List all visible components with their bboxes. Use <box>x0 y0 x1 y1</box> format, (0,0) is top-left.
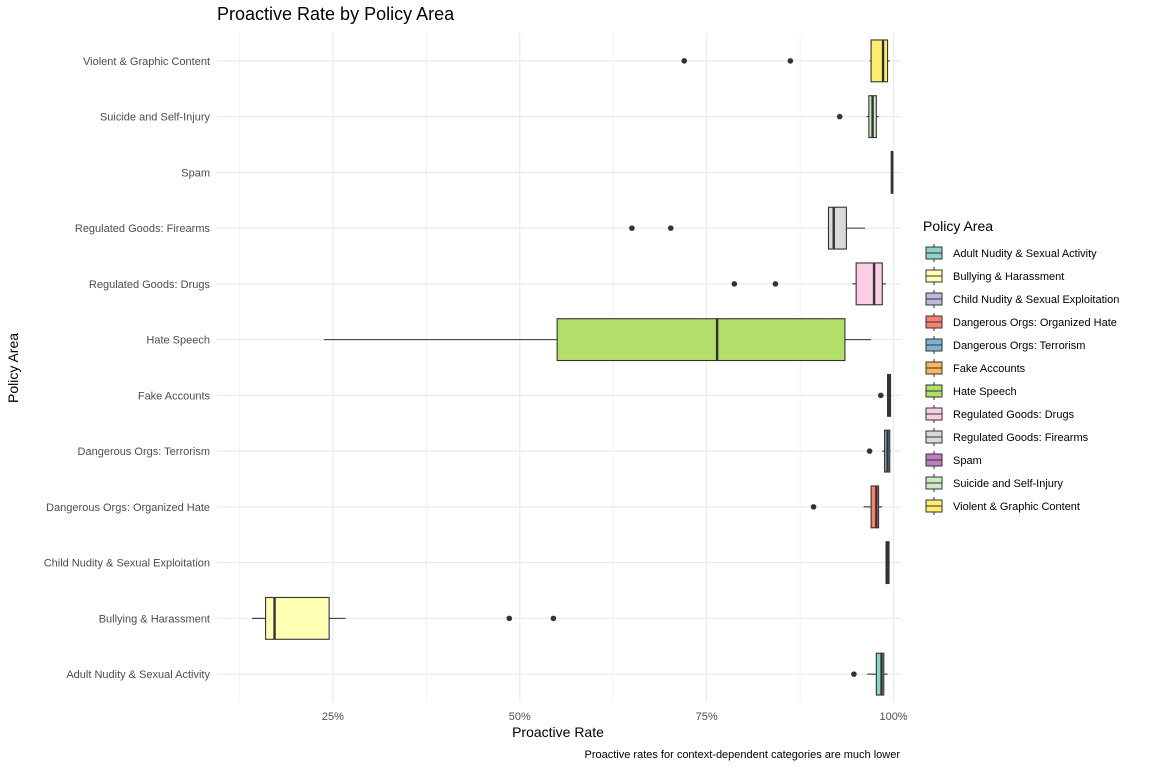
box-bullying-harassment <box>265 596 330 640</box>
box-group-dangerous-orgs-terrorism <box>866 429 891 473</box>
legend-item-adult-nudity-sexual-activity: Adult Nudity & Sexual Activity <box>925 244 1097 262</box>
box-group-regulated-goods-firearms <box>629 206 866 250</box>
box-group-child-nudity-sexual-exploitation <box>885 541 890 585</box>
legend-label-regulated-goods-drugs: Regulated Goods: Drugs <box>953 409 1075 421</box>
legend-label-violent-graphic-content: Violent & Graphic Content <box>953 501 1080 513</box>
box-hate-speech <box>556 318 846 362</box>
box-dangerous-orgs-organized-hate <box>870 485 880 529</box>
box-adult-nudity-sexual-activity <box>875 652 885 696</box>
box-group-fake-accounts <box>878 373 892 417</box>
legend-item-bullying-harassment: Bullying & Harassment <box>925 267 1064 285</box>
outlier-adult-nudity-sexual-activity-0 <box>851 671 857 677</box>
y-tick-label-dangerous-orgs-organized-hate: Dangerous Orgs: Organized Hate <box>46 502 210 514</box>
legend-item-dangerous-orgs-organized-hate: Dangerous Orgs: Organized Hate <box>925 313 1117 331</box>
outlier-suicide-and-self-injury-0 <box>836 113 843 120</box>
y-tick-label-fake-accounts: Fake Accounts <box>138 390 211 402</box>
x-tick-label-1: 50% <box>509 711 531 723</box>
legend-label-hate-speech: Hate Speech <box>953 386 1017 398</box>
boxes-layer <box>252 39 894 696</box>
y-tick-label-spam: Spam <box>181 167 210 179</box>
y-tick-label-dangerous-orgs-terrorism: Dangerous Orgs: Terrorism <box>78 446 210 458</box>
legend-label-adult-nudity-sexual-activity: Adult Nudity & Sexual Activity <box>953 248 1097 260</box>
legend-label-spam: Spam <box>953 455 982 467</box>
legend-item-suicide-and-self-injury: Suicide and Self-Injury <box>925 474 1064 492</box>
outlier-fake-accounts-0 <box>878 392 884 399</box>
legend-item-hate-speech: Hate Speech <box>925 382 1017 400</box>
y-tick-label-child-nudity-sexual-exploitation: Child Nudity & Sexual Exploitation <box>44 558 210 570</box>
y-tick-label-bullying-harassment: Bullying & Harassment <box>99 613 210 625</box>
y-tick-labels: Adult Nudity & Sexual Activity Bullying &… <box>44 56 211 681</box>
legend-item-dangerous-orgs-terrorism: Dangerous Orgs: Terrorism <box>925 336 1085 354</box>
outlier-violent-graphic-content-0 <box>681 58 688 64</box>
grid <box>217 33 901 702</box>
y-tick-label-violent-graphic-content: Violent & Graphic Content <box>83 56 210 68</box>
outlier-regulated-goods-firearms-1 <box>667 225 674 231</box>
legend-title: Policy Area <box>923 218 993 234</box>
legend-item-violent-graphic-content: Violent & Graphic Content <box>925 497 1080 515</box>
legend-label-fake-accounts: Fake Accounts <box>953 363 1026 375</box>
box-group-suicide-and-self-injury <box>836 95 879 139</box>
y-tick-label-suicide-and-self-injury: Suicide and Self-Injury <box>100 112 211 124</box>
box-group-hate-speech <box>323 318 872 362</box>
outlier-dangerous-orgs-terrorism-0 <box>866 448 873 454</box>
box-group-bullying-harassment <box>252 596 557 640</box>
box-regulated-goods-drugs <box>855 262 883 306</box>
legend-label-regulated-goods-firearms: Regulated Goods: Firearms <box>953 432 1089 444</box>
legend-label-dangerous-orgs-terrorism: Dangerous Orgs: Terrorism <box>953 340 1085 352</box>
y-axis-title: Policy Area <box>5 333 21 403</box>
legend-item-child-nudity-sexual-exploitation: Child Nudity & Sexual Exploitation <box>925 290 1119 308</box>
legend-item-regulated-goods-drugs: Regulated Goods: Drugs <box>925 405 1075 423</box>
legend-item-spam: Spam <box>925 451 982 469</box>
chart-title: Proactive Rate by Policy Area <box>217 4 455 24</box>
outlier-regulated-goods-firearms-0 <box>629 225 635 231</box>
y-tick-label-regulated-goods-drugs: Regulated Goods: Drugs <box>89 279 211 291</box>
legend: Policy Area Adult Nudity & Sexual Activi… <box>923 218 1119 515</box>
x-tick-labels: 25% 50% 75% 100% <box>322 711 908 723</box>
outlier-bullying-harassment-1 <box>550 615 557 622</box>
chart-caption: Proactive rates for context-dependent ca… <box>585 749 901 761</box>
x-tick-label-2: 75% <box>696 711 718 723</box>
x-tick-label-0: 25% <box>322 711 344 723</box>
legend-label-dangerous-orgs-organized-hate: Dangerous Orgs: Organized Hate <box>953 317 1117 329</box>
outlier-bullying-harassment-0 <box>506 615 513 622</box>
box-group-violent-graphic-content <box>681 39 890 83</box>
y-tick-label-adult-nudity-sexual-activity: Adult Nudity & Sexual Activity <box>66 669 210 681</box>
legend-item-regulated-goods-firearms: Regulated Goods: Firearms <box>925 428 1089 446</box>
y-tick-label-regulated-goods-firearms: Regulated Goods: Firearms <box>75 223 211 235</box>
box-violent-graphic-content <box>870 39 889 83</box>
box-group-dangerous-orgs-organized-hate <box>810 485 883 529</box>
legend-label-bullying-harassment: Bullying & Harassment <box>953 271 1064 283</box>
outlier-violent-graphic-content-1 <box>787 58 794 64</box>
box-group-adult-nudity-sexual-activity <box>851 652 888 696</box>
legend-item-fake-accounts: Fake Accounts <box>925 359 1026 377</box>
box-group-regulated-goods-drugs <box>731 262 887 306</box>
outlier-dangerous-orgs-organized-hate-0 <box>810 504 817 510</box>
outlier-regulated-goods-drugs-1 <box>772 281 779 287</box>
legend-label-suicide-and-self-injury: Suicide and Self-Injury <box>953 478 1064 490</box>
x-tick-label-3: 100% <box>879 711 907 723</box>
outlier-regulated-goods-drugs-0 <box>731 281 738 287</box>
box-regulated-goods-firearms <box>827 206 847 250</box>
y-tick-label-hate-speech: Hate Speech <box>146 335 210 347</box>
box-group-spam <box>890 150 894 194</box>
x-axis-title: Proactive Rate <box>512 724 604 740</box>
legend-label-child-nudity-sexual-exploitation: Child Nudity & Sexual Exploitation <box>953 294 1119 306</box>
